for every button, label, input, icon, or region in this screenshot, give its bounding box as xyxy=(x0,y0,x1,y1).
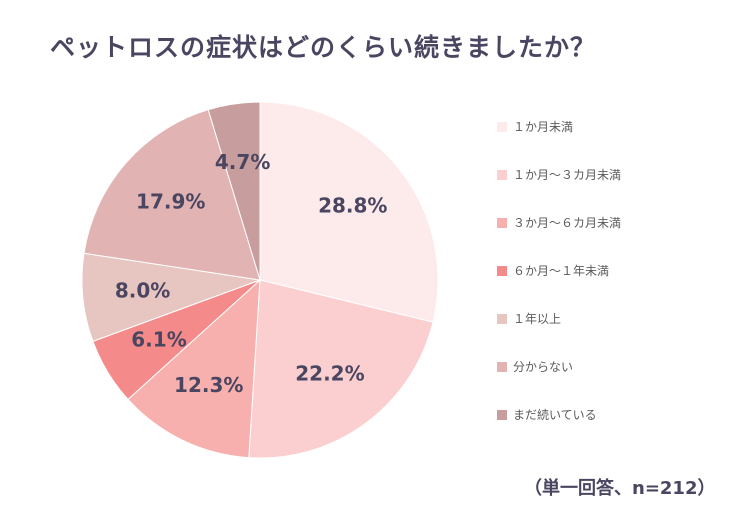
legend-label: ３か月～６カ月未満 xyxy=(513,214,621,231)
legend-label: 分からない xyxy=(513,358,573,375)
legend-item: １か月未満 xyxy=(497,118,621,166)
legend-item: まだ続いている xyxy=(497,406,621,454)
legend-item: 分からない xyxy=(497,358,621,406)
legend-label: １か月未満 xyxy=(513,118,573,135)
slice-label: 17.9% xyxy=(136,189,205,213)
legend-item: ３か月～６カ月未満 xyxy=(497,214,621,262)
legend-swatch xyxy=(497,410,507,420)
slice-label: 6.1% xyxy=(131,328,186,352)
legend-label: １か月～３カ月未満 xyxy=(513,166,621,183)
legend-label: １年以上 xyxy=(513,310,561,327)
legend-swatch xyxy=(497,170,507,180)
slice-label: 12.3% xyxy=(174,373,243,397)
legend: １か月未満 １か月～３カ月未満 ３か月～６カ月未満 ６か月～１年未満 １年以上分からない… xyxy=(497,118,621,454)
legend-label: まだ続いている xyxy=(513,406,597,423)
legend-swatch xyxy=(497,266,507,276)
legend-swatch xyxy=(497,314,507,324)
slice-label: 22.2% xyxy=(295,362,364,386)
slice-label: 8.0% xyxy=(115,278,170,302)
sample-note: （単一回答、n=212） xyxy=(524,474,715,500)
legend-item: ６か月～１年未満 xyxy=(497,262,621,310)
legend-swatch xyxy=(497,362,507,372)
legend-item: １年以上 xyxy=(497,310,621,358)
legend-label: ６か月～１年未満 xyxy=(513,262,609,279)
slice-label: 4.7% xyxy=(215,150,270,174)
legend-swatch xyxy=(497,218,507,228)
legend-swatch xyxy=(497,122,507,132)
legend-item: １か月～３カ月未満 xyxy=(497,166,621,214)
slice-label: 28.8% xyxy=(318,194,387,218)
